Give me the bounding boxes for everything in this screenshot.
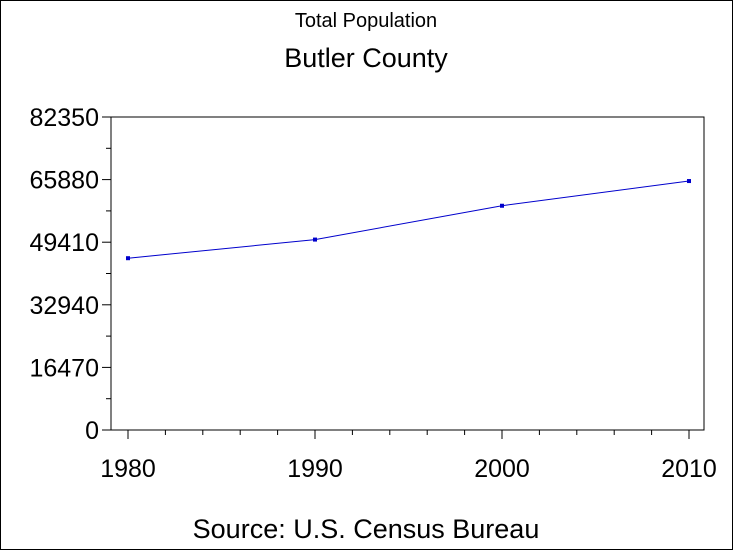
- y-tick-label: 32940: [29, 292, 99, 320]
- y-tick-label: 82350: [29, 104, 99, 132]
- x-axis: 1980 1990 2000 2010: [100, 430, 717, 483]
- y-axis: 0 16470 32940 49410 65880 82350: [29, 104, 111, 445]
- chart-title: Butler County: [284, 43, 448, 73]
- x-tick-label: 2000: [474, 455, 530, 483]
- chart-footnote: Source: U.S. Census Bureau: [193, 514, 540, 544]
- data-point: [313, 237, 317, 242]
- x-tick-label: 2010: [661, 455, 717, 483]
- data-point: [687, 179, 691, 184]
- y-tick-label: 16470: [29, 354, 99, 382]
- series-layer: [126, 179, 691, 261]
- y-tick-label: 49410: [29, 229, 99, 257]
- chart-subtitle: Total Population: [295, 10, 437, 32]
- plot-area: [110, 116, 705, 431]
- x-tick-label: 1990: [287, 455, 343, 483]
- y-tick-label: 65880: [29, 167, 99, 195]
- x-tick-label: 1980: [100, 455, 156, 483]
- data-point: [126, 256, 130, 261]
- y-tick-label: 0: [85, 417, 99, 445]
- data-point: [500, 203, 504, 208]
- series-line: [127, 180, 690, 259]
